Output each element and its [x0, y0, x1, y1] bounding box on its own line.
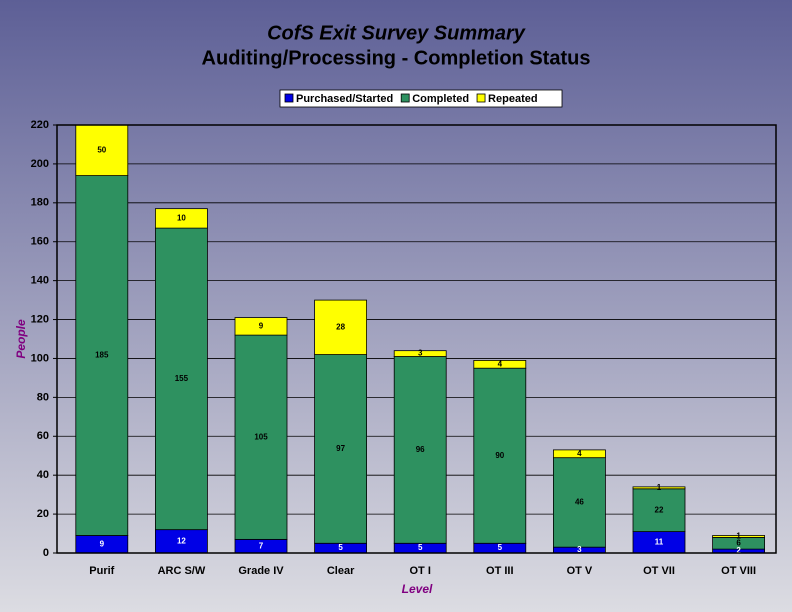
value-label: 22	[655, 505, 664, 514]
value-label: 1	[736, 532, 741, 541]
bar-segment	[553, 449, 606, 459]
x-tick-label: OT VIII	[721, 565, 756, 577]
x-tick-label: Purif	[89, 565, 114, 577]
value-label: 185	[95, 351, 109, 360]
bar-segment	[234, 334, 288, 540]
bar-segment	[473, 359, 527, 369]
legend-box	[279, 89, 563, 108]
value-label: 5	[498, 543, 503, 552]
legend-label: Repeated	[488, 93, 538, 105]
value-label: 4	[498, 359, 503, 368]
value-label: 105	[254, 432, 268, 441]
x-tick-label: OT VII	[643, 565, 675, 577]
y-tick-label: 80	[37, 391, 49, 403]
x-tick-label: OT III	[486, 565, 514, 577]
value-label: 12	[177, 536, 186, 545]
value-label: 2	[736, 546, 741, 555]
x-tick-label: OT V	[567, 565, 593, 577]
y-tick-label: 220	[31, 119, 49, 131]
x-tick-label: Grade IV	[238, 565, 284, 577]
bar-segment	[75, 125, 129, 176]
y-tick-label: 160	[31, 236, 49, 248]
value-label: 3	[418, 349, 423, 358]
y-tick-label: 140	[31, 275, 49, 287]
bars	[75, 125, 765, 553]
value-label: 6	[736, 538, 741, 547]
y-tick-label: 60	[37, 430, 49, 442]
legend-swatch	[476, 93, 486, 103]
bar-segment	[75, 175, 129, 536]
value-label: 9	[259, 321, 264, 330]
x-tick-label: ARC S/W	[158, 565, 206, 577]
value-label: 28	[336, 322, 345, 331]
value-label: 46	[575, 498, 584, 507]
value-label: 4	[577, 449, 582, 458]
bar-segment	[473, 367, 527, 544]
bar-segment	[393, 356, 447, 544]
legend-label: Purchased/Started	[296, 93, 393, 105]
y-tick-label: 200	[31, 158, 49, 170]
value-label: 96	[416, 445, 425, 454]
bar-segment	[154, 227, 208, 531]
bar-segment	[393, 350, 447, 357]
y-tick-label: 40	[37, 469, 49, 481]
bar-segment	[553, 457, 606, 548]
bar-segment	[314, 299, 368, 355]
x-tick-label: OT I	[410, 565, 431, 577]
y-axis-label: People	[14, 319, 28, 359]
legend-swatch	[400, 93, 410, 103]
value-label: 97	[336, 444, 345, 453]
value-label: 5	[338, 543, 343, 552]
y-tick-label: 20	[37, 508, 49, 520]
chart-subtitle: Auditing/Processing - Completion Status	[202, 47, 591, 69]
legend-label: Completed	[412, 93, 469, 105]
legend-swatch	[284, 93, 294, 103]
value-label: 11	[655, 537, 664, 546]
value-label: 3	[577, 545, 582, 554]
value-label: 50	[97, 145, 106, 154]
bar-segment	[234, 317, 288, 336]
x-tick-label: Clear	[327, 565, 355, 577]
value-label: 155	[175, 374, 189, 383]
bar-segment	[632, 486, 686, 490]
x-axis-label: Level	[402, 582, 433, 596]
y-tick-label: 0	[43, 547, 49, 559]
y-tick-label: 120	[31, 313, 49, 325]
chart-title: CofS Exit Survey Summary	[267, 22, 526, 44]
y-tick-label: 180	[31, 197, 49, 209]
value-label: 1	[657, 483, 662, 492]
value-label: 90	[495, 451, 504, 460]
legend: Purchased/Started Completed Repeated	[279, 89, 563, 108]
value-label: 7	[259, 541, 264, 550]
value-label: 9	[100, 539, 105, 548]
y-tick-label: 100	[31, 352, 49, 364]
value-labels: 9185501215510710595972859635904346411221…	[95, 145, 741, 555]
bar-segment	[712, 535, 765, 538]
value-label: 10	[177, 213, 186, 222]
value-label: 5	[418, 543, 423, 552]
plot-frame	[56, 124, 777, 554]
bar-segment	[632, 488, 686, 532]
bar-segment	[154, 208, 208, 229]
bar-segment	[314, 354, 368, 544]
